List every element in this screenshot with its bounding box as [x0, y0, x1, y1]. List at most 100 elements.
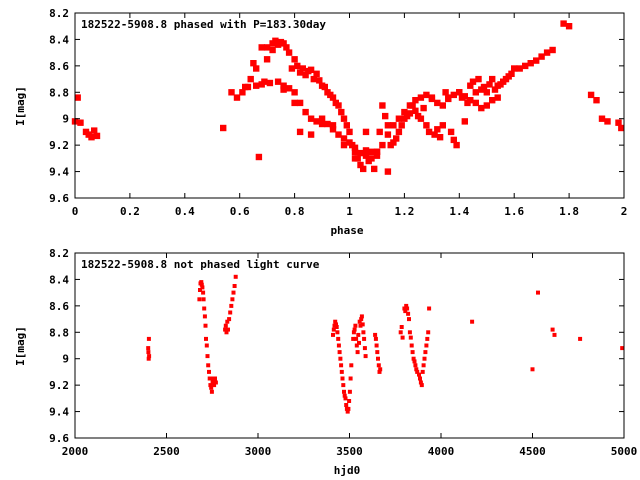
data-point: [91, 127, 98, 134]
data-point: [536, 290, 540, 295]
data-point: [351, 330, 356, 335]
data-point: [263, 44, 271, 51]
data-point: [508, 70, 515, 77]
data-point: [324, 120, 331, 128]
data-point: [371, 165, 378, 173]
data-point: [339, 369, 344, 374]
data-point: [357, 340, 361, 345]
data-point: [405, 306, 410, 311]
data-point: [340, 115, 348, 122]
data-point: [233, 274, 238, 279]
phased-plot-xticks: 0 0.2 0.4 0.6 0.8 1 1.2 1.4 1.6 1.8 2: [72, 13, 627, 218]
data-point: [434, 126, 441, 133]
x-tick-label: 0: [72, 205, 79, 218]
unphased-plot: 2000 2500 3000 3500 4000 4500 5000 8.28.48.68.…: [14, 247, 637, 477]
data-point: [593, 97, 600, 104]
data-point: [374, 343, 379, 348]
data-point: [212, 383, 217, 388]
data-point: [467, 97, 474, 104]
data-point: [346, 406, 351, 411]
data-point: [376, 356, 380, 361]
data-point: [401, 108, 408, 116]
data-point: [390, 122, 397, 129]
data-point: [362, 346, 367, 351]
data-point: [390, 139, 397, 146]
data-point: [413, 363, 418, 368]
data-point: [587, 91, 595, 99]
data-point: [456, 89, 463, 96]
data-point: [489, 75, 496, 83]
data-point: [422, 356, 427, 361]
data-point: [356, 332, 361, 337]
data-point: [202, 306, 207, 311]
data-point: [337, 350, 342, 355]
data-point: [420, 104, 427, 112]
data-point: [538, 53, 545, 60]
phased-plot-ylabel: I[mag]: [14, 86, 27, 126]
data-point: [352, 327, 357, 332]
y-tick-label: 9.6: [49, 432, 69, 445]
data-point: [453, 141, 460, 149]
phased-plot-title: 182522-5908.8 phased with P=183.30day: [81, 18, 326, 31]
data-point: [395, 128, 403, 136]
data-point: [336, 343, 341, 348]
data-point: [88, 134, 95, 141]
unphased-plot-yticks: 8.2 8.4 8.6 8.8 9 9.2 9.4 9.6: [49, 247, 624, 445]
phased-plot-yticks: 8.2 8.4 8.6 8.8 9 9.2 9.4 9.6: [49, 7, 624, 205]
unphased-plot-xticks: 2000 2500 3000 3500 4000 4500 5000: [62, 253, 637, 458]
data-point: [384, 131, 392, 138]
data-point: [543, 49, 551, 56]
data-point: [393, 135, 400, 142]
data-point: [377, 369, 382, 374]
data-point: [335, 102, 342, 109]
phased-plot: 0 0.2 0.4 0.6 0.8 1 1.2 1.4 1.6 1.8 2 8.2 8.4 8.6 8.8…: [14, 7, 627, 237]
data-point: [489, 97, 496, 104]
data-point: [307, 115, 315, 122]
unphased-plot-points: [146, 274, 625, 414]
data-point: [197, 297, 202, 302]
data-point: [318, 120, 326, 128]
data-point: [522, 62, 529, 70]
data-point: [239, 89, 246, 96]
data-point: [399, 325, 404, 329]
data-point: [469, 78, 477, 85]
data-point: [209, 385, 214, 390]
data-point: [565, 23, 573, 30]
data-point: [343, 122, 350, 129]
data-point: [280, 86, 287, 93]
data-point: [228, 89, 235, 96]
data-point: [402, 306, 407, 311]
data-point: [285, 49, 293, 56]
data-point: [347, 389, 352, 394]
data-point: [436, 134, 444, 141]
data-point: [302, 108, 309, 116]
data-point: [427, 306, 432, 311]
data-point: [313, 118, 320, 125]
data-point: [379, 141, 386, 149]
data-point: [199, 282, 204, 287]
data-point: [604, 118, 611, 125]
data-point: [494, 94, 501, 101]
data-point: [335, 330, 340, 335]
data-point: [345, 409, 350, 414]
x-tick-label: 2000: [62, 445, 89, 458]
x-tick-label: 1.8: [559, 205, 579, 218]
data-point: [302, 71, 309, 79]
data-point: [406, 102, 414, 109]
data-point: [411, 356, 416, 361]
data-point: [346, 139, 353, 146]
data-point: [333, 319, 338, 324]
data-point: [220, 124, 227, 132]
data-point: [404, 303, 409, 308]
y-tick-label: 9.6: [49, 192, 69, 205]
data-point: [384, 122, 392, 129]
data-point: [368, 148, 375, 155]
data-point: [431, 131, 438, 138]
data-point: [253, 65, 260, 72]
data-point: [450, 91, 457, 99]
data-point: [417, 372, 421, 377]
y-tick-label: 8.4: [49, 273, 69, 286]
data-point: [351, 144, 359, 151]
data-point: [340, 141, 348, 149]
data-point: [342, 389, 346, 394]
